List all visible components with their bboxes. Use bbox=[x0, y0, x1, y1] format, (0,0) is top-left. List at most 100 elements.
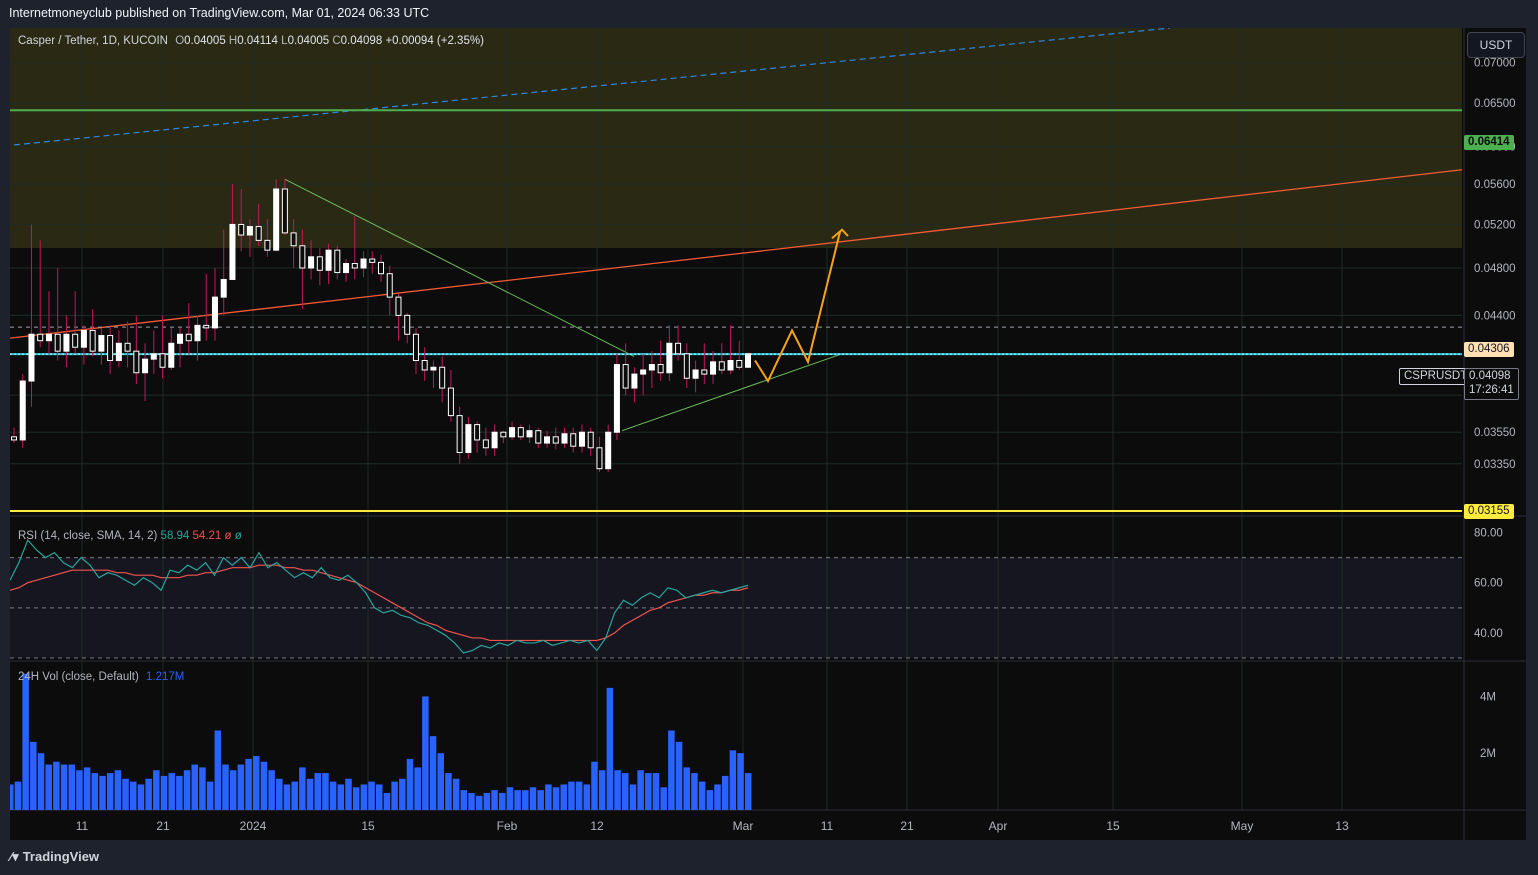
candle-down bbox=[351, 262, 358, 269]
volume-bar bbox=[53, 761, 60, 810]
price-tick-label: 0.03550 bbox=[1474, 427, 1516, 439]
candle-down bbox=[718, 361, 725, 371]
candle-up bbox=[605, 431, 612, 470]
volume-bar bbox=[583, 784, 591, 810]
candle-down bbox=[203, 324, 210, 329]
legend-high-value: 0.04114 bbox=[237, 35, 278, 47]
volume-bar bbox=[737, 753, 744, 810]
volume-bar bbox=[445, 773, 452, 810]
candle-down bbox=[474, 424, 481, 441]
volume-bar bbox=[414, 767, 421, 810]
volume-bar bbox=[122, 778, 129, 810]
price-tick-label: 0.06500 bbox=[1474, 98, 1516, 110]
legend-close-value: 0.04098 bbox=[340, 35, 383, 47]
chart-canvas[interactable]: 0.070000.065000.060000.056000.052000.048… bbox=[10, 28, 1526, 840]
candle-up bbox=[710, 361, 717, 375]
candle-up bbox=[229, 223, 236, 280]
candle-up bbox=[526, 430, 533, 438]
volume-bar bbox=[383, 792, 391, 810]
volume-bar bbox=[191, 764, 198, 810]
volume-bar bbox=[329, 781, 337, 810]
legend-symbol[interactable]: Casper / Tether, 1D, KUCOIN bbox=[18, 35, 168, 47]
volume-bar bbox=[368, 781, 375, 810]
volume-bar bbox=[545, 784, 552, 810]
volume-legend: 24H Vol (close, Default) 1.217M bbox=[18, 671, 184, 683]
candle-down bbox=[683, 353, 690, 379]
publish-header: Internetmoneyclub published on TradingVi… bbox=[9, 6, 430, 20]
volume-bar bbox=[68, 764, 75, 810]
price-tag-green-level: 0.06414 bbox=[1464, 135, 1514, 150]
time-tick-label: Apr bbox=[989, 819, 1008, 833]
dashed-trend-line bbox=[13, 28, 1171, 146]
chart-frame[interactable]: 0.070000.065000.060000.056000.052000.048… bbox=[10, 28, 1526, 840]
volume-bar bbox=[145, 778, 152, 810]
legend-close-label: C bbox=[332, 35, 341, 47]
candle-down bbox=[255, 226, 262, 241]
candle-down bbox=[107, 335, 114, 361]
candle-down bbox=[535, 430, 542, 444]
candle-down bbox=[500, 431, 507, 438]
volume-bar bbox=[45, 764, 52, 810]
volume-bar bbox=[622, 773, 629, 810]
volume-bar bbox=[714, 784, 721, 810]
current-price: 0.04098 bbox=[1469, 370, 1511, 382]
candle-up bbox=[360, 258, 367, 269]
candle-up bbox=[308, 256, 315, 269]
rsi-title[interactable]: RSI (14, close, SMA, 14, 2) bbox=[18, 530, 158, 542]
candle-down bbox=[596, 447, 603, 470]
candle-down bbox=[439, 366, 446, 389]
candle-down bbox=[736, 359, 743, 368]
volume-title[interactable]: 24H Vol (close, Default) bbox=[18, 671, 139, 683]
candle-up bbox=[194, 324, 201, 342]
candle-down bbox=[386, 273, 393, 298]
candle-down bbox=[72, 333, 79, 348]
volume-bar bbox=[645, 773, 652, 810]
volume-bar bbox=[598, 770, 606, 810]
rsi-tick-label: 40.00 bbox=[1474, 628, 1503, 640]
rsi-extra-2: ø bbox=[234, 530, 242, 542]
volume-bar bbox=[560, 784, 567, 810]
volume-bar bbox=[437, 753, 444, 810]
volume-bar bbox=[199, 767, 206, 810]
candle-down bbox=[421, 359, 428, 371]
volume-bar bbox=[706, 790, 714, 810]
volume-bar bbox=[22, 673, 29, 810]
time-tick-label: 2024 bbox=[240, 819, 267, 833]
symbol-legend: Casper / Tether, 1D, KUCOIN O0.04005 H0.… bbox=[18, 35, 484, 47]
candle-up bbox=[211, 296, 218, 329]
time-tick-label: 11 bbox=[821, 819, 834, 833]
volume-bar bbox=[483, 792, 491, 810]
volume-bar bbox=[429, 736, 437, 810]
candle-up bbox=[491, 431, 498, 449]
footer[interactable]: ⁄▾ TradingView bbox=[10, 849, 99, 865]
legend-open-value: 0.04005 bbox=[184, 35, 226, 47]
price-tick-label: 0.04400 bbox=[1474, 310, 1516, 322]
time-tick-label: 21 bbox=[156, 819, 170, 833]
legend-high-label: H bbox=[228, 35, 238, 47]
candle-up bbox=[246, 226, 253, 236]
legend-change: +0.00094 (+2.35%) bbox=[385, 35, 484, 47]
candle-up bbox=[631, 373, 638, 389]
footer-brand: TradingView bbox=[22, 849, 100, 864]
volume-bar bbox=[268, 770, 275, 810]
volume-bar bbox=[168, 773, 175, 810]
volume-bar bbox=[729, 750, 737, 810]
volume-bar bbox=[745, 773, 752, 810]
candle-down bbox=[404, 314, 411, 335]
candle-down bbox=[412, 333, 419, 361]
volume-bar bbox=[491, 790, 498, 810]
volume-bar bbox=[245, 758, 252, 810]
candle-down bbox=[570, 433, 577, 447]
volume-bar bbox=[183, 770, 191, 810]
volume-bar bbox=[91, 773, 99, 810]
candle-up bbox=[692, 369, 699, 379]
volume-bar bbox=[322, 773, 329, 810]
price-tag-support: 0.03155 bbox=[1464, 504, 1514, 519]
time-tick-label: 12 bbox=[590, 819, 604, 833]
volume-bar bbox=[30, 741, 37, 810]
currency-button[interactable]: USDT bbox=[1467, 32, 1525, 58]
candle-up bbox=[63, 333, 70, 352]
volume-bar bbox=[345, 778, 352, 810]
candle-up bbox=[220, 278, 227, 298]
time-tick-label: 15 bbox=[1106, 819, 1120, 833]
